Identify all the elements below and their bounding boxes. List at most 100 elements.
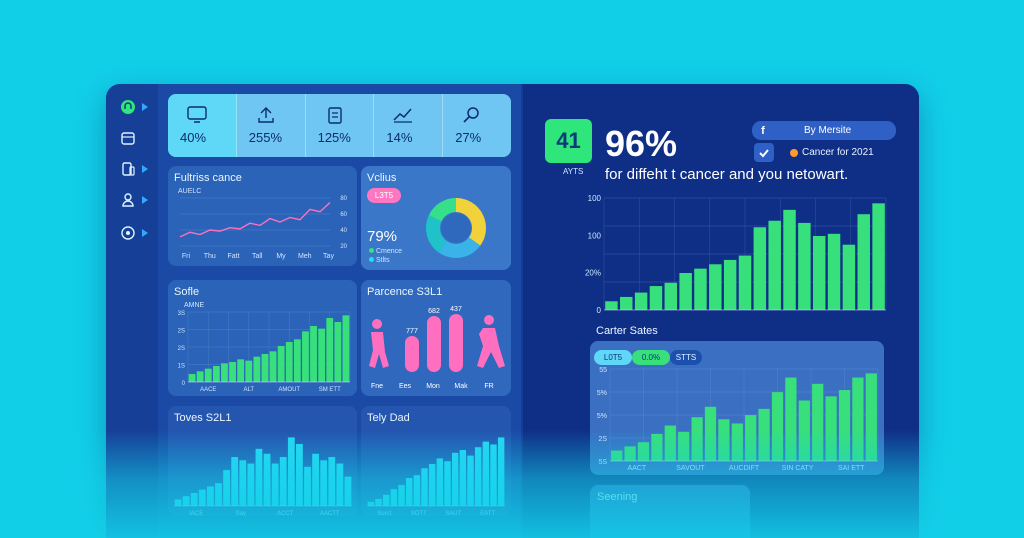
bar: [664, 282, 678, 310]
stat-value: 255%: [248, 130, 283, 145]
x-tick-label: AUCDIFT: [729, 465, 760, 472]
line-chart-card[interactable]: Fultriss cance AUELC 80 60 40 20 Fri Thu Fatt T…: [168, 166, 357, 266]
data-label: 682: [428, 308, 440, 315]
bar: [620, 296, 633, 310]
sidebar-item-target[interactable]: [120, 222, 152, 244]
bar: [428, 464, 436, 506]
bar: [758, 408, 770, 461]
sidebar-item-home[interactable]: [120, 96, 152, 118]
legend-dot: [369, 248, 374, 253]
bar: [304, 466, 311, 506]
x-tick-label: IACE: [189, 511, 203, 516]
bar: [221, 363, 228, 382]
bar: [190, 492, 198, 506]
bar: [413, 475, 421, 506]
x-tick-label: SOTT: [411, 511, 427, 516]
card-subtitle: AUELC: [178, 188, 202, 195]
bar: [624, 446, 636, 461]
parcence-card[interactable]: Parcence S3L1 777 682 437 Fne Ees Mon Mak FR: [361, 280, 511, 396]
bar: [798, 400, 810, 461]
y-tick-label: 40: [340, 228, 347, 234]
donut-slice: [428, 198, 456, 222]
check-button[interactable]: [754, 143, 774, 162]
bar: [482, 441, 490, 506]
bar: [302, 331, 309, 382]
bar: [174, 499, 182, 506]
sofle-chart-card[interactable]: Sofle AMNE 3S 2S 2S 1S 0 AACE ALT AMOUT SM ETT: [168, 280, 357, 396]
stat-item[interactable]: 14%: [374, 94, 444, 157]
y-tick-label: 0: [597, 306, 602, 315]
bar: [212, 366, 220, 382]
bar: [421, 468, 428, 506]
x-tick-label: Fatt: [227, 253, 239, 260]
y-tick-label: 55: [599, 367, 607, 374]
stat-item[interactable]: 125%: [306, 94, 375, 157]
y-tick-label: 2S: [178, 329, 185, 335]
bar: [390, 489, 398, 506]
card-title: Seening: [597, 491, 638, 503]
data-label: 437: [450, 306, 462, 313]
bar: [223, 470, 230, 506]
document-icon: [122, 162, 135, 176]
bar: [398, 485, 405, 506]
sidebar: [106, 84, 158, 538]
x-tick-label: SIN CATY: [782, 465, 814, 472]
stat-item[interactable]: 27%: [443, 94, 511, 157]
bar: [753, 227, 767, 310]
carter-card[interactable]: Carter Sates L0T5 0.0% STTS 55 5% 5% 2S 5S AA…: [590, 325, 884, 475]
bar: [709, 264, 722, 310]
legend-pill[interactable]: 0.0%: [632, 350, 670, 365]
x-tick-label: Thu: [204, 253, 216, 260]
parcence-chart: 777 682 437 Fne Ees Mon Mak FR: [369, 306, 505, 390]
line-series: [179, 202, 331, 238]
sofle-bar-chart: 3S 2S 2S 1S 0 AACE ALT AMOUT SM ETT: [178, 311, 351, 393]
stats-bar: 40% 255% 125% 14% 27%: [168, 94, 511, 157]
x-tick-label: SM ETT: [319, 387, 341, 393]
bar: [798, 222, 811, 310]
bar: [678, 431, 690, 461]
legend-item: Cmence: [369, 248, 402, 255]
bar: [474, 447, 482, 506]
stat-item[interactable]: 255%: [237, 94, 306, 157]
x-tick-label: SAUT: [445, 511, 461, 516]
donut-percent: 79%: [367, 228, 398, 245]
clipboard-icon: [327, 107, 342, 124]
bar: [745, 415, 757, 461]
bar: [405, 336, 419, 372]
x-tick-label: Tay: [323, 253, 334, 260]
carter-bar-chart: 55 5% 5% 2S 5S AACT SAVOUT AUCDIFT SIN CATY SAI E…: [597, 367, 879, 472]
seening-card[interactable]: Seening: [590, 485, 750, 538]
bar: [367, 501, 375, 506]
mersite-pill[interactable]: f By Mersite: [752, 121, 896, 140]
y-tick-label: 80: [340, 196, 347, 202]
bar: [239, 460, 247, 506]
chevron-right-icon: [142, 196, 148, 204]
bar: [296, 443, 303, 506]
legend-pill[interactable]: L0T5: [594, 350, 632, 365]
stat-item[interactable]: 40%: [168, 94, 237, 157]
x-tick-label: Fri: [182, 253, 191, 260]
bar: [731, 423, 743, 461]
big-number-box: 41: [545, 119, 592, 163]
tely-chart-card[interactable]: Tely Dad Sorct SOTT SAUT EATT: [361, 406, 511, 516]
y-tick-label: 100: [588, 194, 602, 203]
donut-card[interactable]: Vclius L3T5 79% Cmence Stlts: [361, 166, 511, 270]
home-icon: [121, 100, 135, 114]
bar: [247, 463, 255, 506]
search-icon: [463, 107, 479, 123]
x-tick-label: AMOUT: [278, 387, 300, 393]
bar: [198, 489, 206, 506]
bar: [342, 315, 350, 382]
sidebar-item-user[interactable]: [120, 189, 152, 211]
sidebar-item-calendar[interactable]: [120, 127, 152, 149]
bar: [382, 494, 390, 506]
bar: [237, 359, 245, 382]
stat-value: 40%: [180, 130, 207, 145]
toves-chart-card[interactable]: Toves S2L1 IACE Say ACCT AACTT: [168, 406, 357, 516]
legend-pill[interactable]: STTS: [670, 350, 702, 365]
bar: [277, 346, 285, 382]
legend-item: Stlts: [369, 257, 390, 264]
monitor-icon: [187, 106, 207, 123]
sidebar-item-document[interactable]: [120, 158, 152, 180]
stat-value: 27%: [455, 130, 482, 145]
